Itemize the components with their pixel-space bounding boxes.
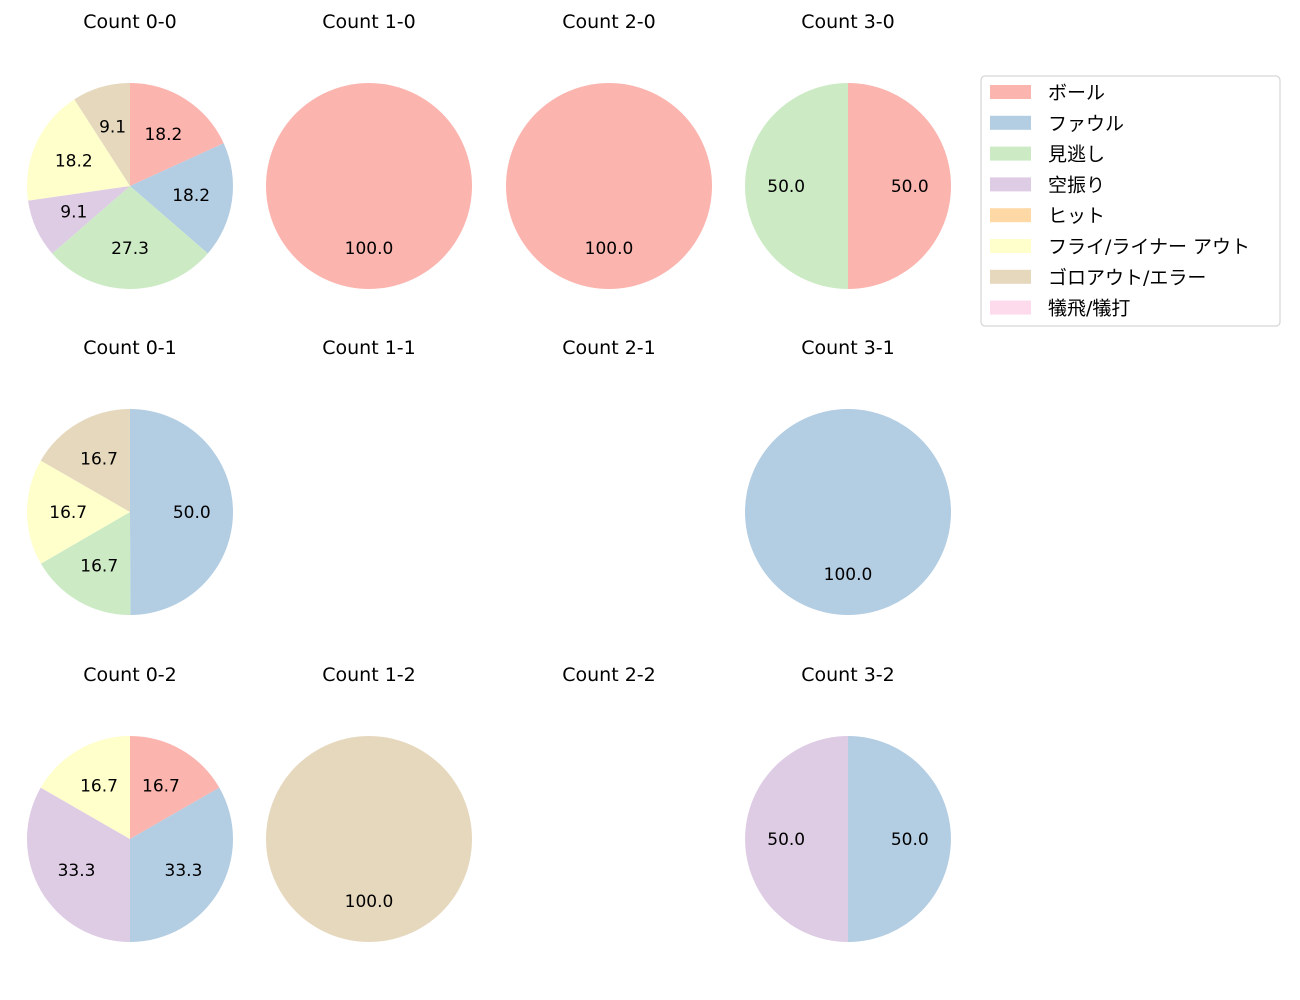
slice-label: 100.0 (345, 892, 394, 912)
pie-slice (745, 83, 848, 289)
legend-label: ファウル (1048, 113, 1124, 135)
slice-label: 50.0 (891, 177, 929, 197)
chart-title: Count 2-1 (562, 337, 656, 359)
pie-slice (27, 99, 131, 201)
slice-label: 33.3 (58, 861, 96, 881)
pie-slice (130, 143, 233, 254)
legend-swatch (990, 146, 1031, 161)
chart-title: Count 1-1 (322, 337, 416, 359)
slice-label: 33.3 (165, 861, 203, 881)
slice-label: 18.2 (172, 186, 210, 206)
pie-chart-count-0-1: Count 0-1 50.0 16.7 16.7 16.7 (26, 337, 234, 615)
legend-label: 見逃し (1048, 144, 1105, 166)
slice-label: 100.0 (824, 565, 873, 585)
pie-chart-count-2-0: Count 2-0 100.0 (506, 11, 712, 289)
slice-label: 100.0 (585, 239, 634, 259)
slice-label: 9.1 (99, 118, 126, 138)
pie-slice (130, 409, 234, 615)
pie-chart-count-2-1: Count 2-1 (562, 337, 656, 359)
pie-slice (26, 460, 130, 564)
pie-chart-count-1-1: Count 1-1 (322, 337, 416, 359)
chart-title: Count 1-0 (322, 11, 416, 33)
slice-label: 50.0 (891, 830, 929, 850)
slice-label: 50.0 (767, 830, 805, 850)
slice-label: 16.7 (80, 557, 118, 577)
pie-slice (130, 736, 220, 839)
chart-title: Count 2-0 (562, 11, 656, 33)
pie-chart-count-3-0: Count 3-0 50.0 50.0 (745, 11, 951, 289)
pie-slice (40, 736, 130, 839)
pie-slice (745, 736, 848, 942)
chart-title: Count 3-1 (801, 337, 895, 359)
legend-label: ゴロアウト/エラー (1048, 267, 1206, 289)
pie-chart-count-1-2: Count 1-2 100.0 (266, 664, 472, 942)
pie-chart-count-3-1: Count 3-1 100.0 (745, 337, 951, 615)
slice-label: 50.0 (173, 503, 211, 523)
slice-label: 50.0 (767, 177, 805, 197)
pie-slice (130, 83, 224, 186)
pie-slice (266, 736, 472, 942)
chart-title: Count 0-2 (83, 664, 177, 686)
pie-chart-count-2-2: Count 2-2 (562, 664, 656, 686)
legend-swatch (990, 208, 1031, 223)
legend-label: 空振り (1048, 174, 1105, 196)
pie-chart-count-0-2: Count 0-2 16.7 33.3 33.3 16.7 (27, 664, 233, 942)
legend-swatch (990, 239, 1031, 253)
legend-label: ヒット (1048, 205, 1105, 227)
pie-slice (74, 83, 130, 186)
pie-slice (266, 83, 472, 289)
pie-slice (745, 409, 951, 615)
pie-slice (28, 186, 130, 254)
slice-label: 27.3 (111, 239, 149, 259)
slice-label: 16.7 (49, 503, 87, 523)
slice-label: 100.0 (345, 239, 394, 259)
slice-label: 16.7 (80, 449, 118, 469)
slice-label: 16.7 (80, 777, 118, 797)
pie-slice (848, 83, 951, 289)
slice-label: 9.1 (60, 203, 87, 223)
pie-chart-count-0-0: Count 0-0 18.2 18.2 27.3 9.1 18.2 9.1 (27, 11, 233, 289)
chart-title: Count 3-0 (801, 11, 895, 33)
legend-swatch (990, 177, 1031, 192)
chart-title: Count 3-2 (801, 664, 895, 686)
chart-title: Count 2-2 (562, 664, 656, 686)
pie-slice (27, 787, 131, 942)
slice-label: 16.7 (142, 777, 180, 797)
legend-swatch (990, 115, 1031, 130)
pie-slice (506, 83, 712, 289)
legend-label: フライ/ライナー アウト (1048, 236, 1250, 258)
legend-frame (980, 75, 1281, 327)
legend-label: ボール (1048, 82, 1105, 104)
legend-swatch (990, 300, 1031, 315)
chart-title: Count 0-0 (83, 11, 177, 33)
pie-chart-count-1-0: Count 1-0 100.0 (266, 11, 472, 289)
pie-slice (52, 186, 208, 289)
pie-slice (130, 787, 233, 942)
pie-slice (40, 512, 131, 615)
slice-label: 18.2 (144, 125, 182, 145)
chart-title: Count 0-1 (83, 337, 177, 359)
pie-chart-count-3-2: Count 3-2 50.0 50.0 (745, 664, 951, 942)
legend-swatch (990, 85, 1031, 99)
pie-slice (40, 409, 130, 512)
slice-label: 18.2 (55, 151, 93, 171)
legend-label: 犠飛/犠打 (1048, 298, 1130, 320)
chart-title: Count 1-2 (322, 664, 416, 686)
legend-swatch (990, 269, 1031, 284)
pie-slice (848, 736, 951, 942)
